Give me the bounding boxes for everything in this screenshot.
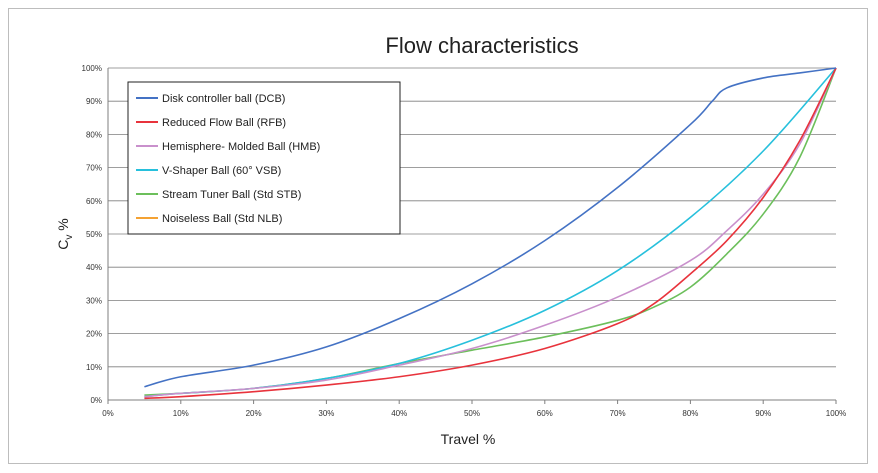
- x-tick-label: 60%: [537, 409, 553, 418]
- x-tick-label: 50%: [464, 409, 480, 418]
- y-tick-label: 100%: [82, 64, 102, 73]
- series-layer: [144, 67, 837, 400]
- chart-title: Flow characteristics: [385, 33, 578, 58]
- x-tick-label: 90%: [755, 409, 771, 418]
- y-tick-label: 0%: [90, 396, 102, 405]
- y-tick-label: 40%: [86, 263, 102, 272]
- y-tick-label: 70%: [86, 164, 102, 173]
- legend-entry: Stream Tuner Ball (Std STB): [162, 189, 301, 201]
- legend-entry: Hemisphere- Molded Ball (HMB): [162, 141, 320, 153]
- y-tick-label: 60%: [86, 197, 102, 206]
- legend-entry: V-Shaper Ball (60° VSB): [162, 165, 281, 177]
- x-tick-label: 30%: [318, 409, 334, 418]
- x-axis-label: Travel %: [441, 431, 496, 447]
- x-tick-label: 20%: [246, 409, 262, 418]
- y-tick-label: 80%: [86, 130, 102, 139]
- x-tick-label: 70%: [610, 409, 626, 418]
- x-tick-label: 10%: [173, 409, 189, 418]
- y-tick-label: 10%: [86, 363, 102, 372]
- x-tick-label: 80%: [682, 409, 698, 418]
- series-line-1: [144, 67, 837, 388]
- legend-entry: Reduced Flow Ball (RFB): [162, 117, 286, 129]
- series-line-3: [144, 67, 837, 398]
- y-tick-label: 20%: [86, 330, 102, 339]
- legend: Disk controller ball (DCB) Reduced Flow B…: [127, 81, 401, 235]
- y-axis-label: Cv %: [55, 218, 75, 249]
- x-tick-label: 0%: [102, 409, 114, 418]
- y-tick-label: 90%: [86, 97, 102, 106]
- axis-layer: 0% 10% 20% 30% 40% 50% 60% 70% 80% 90% 100% 0% 10% 20…: [82, 64, 847, 418]
- legend-entry: Noiseless Ball (Std NLB): [162, 213, 282, 225]
- legend-box: [127, 81, 401, 235]
- series-line-2: [144, 67, 837, 400]
- x-tick-label: 100%: [826, 409, 846, 418]
- x-tick-label: 40%: [391, 409, 407, 418]
- y-tick-label: 30%: [86, 296, 102, 305]
- y-tick-label: 50%: [86, 230, 102, 239]
- legend-entry: Disk controller ball (DCB): [162, 93, 285, 105]
